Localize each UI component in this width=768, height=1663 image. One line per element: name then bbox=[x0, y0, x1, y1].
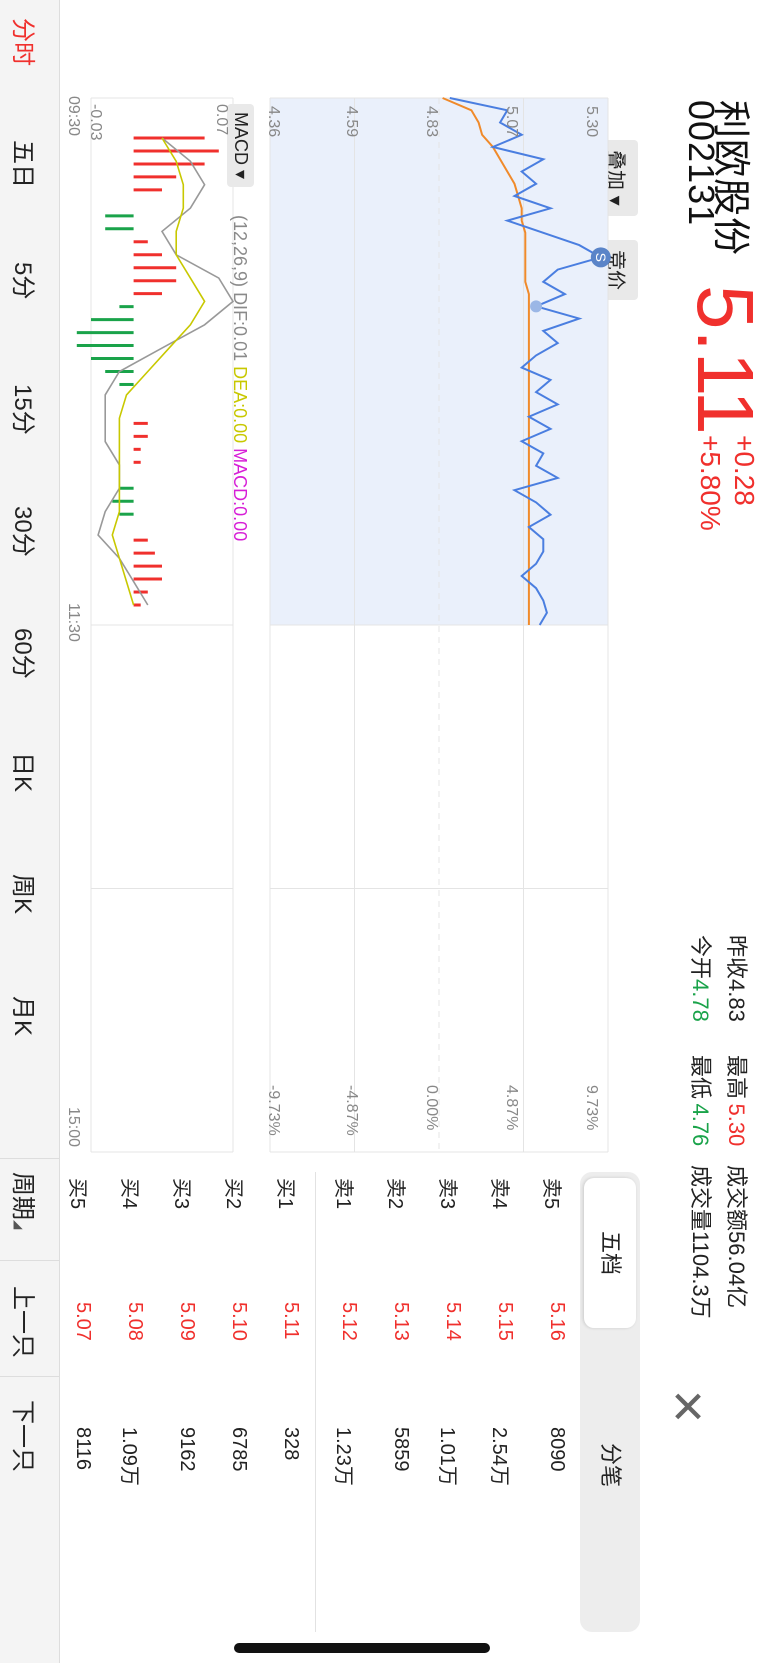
orderbook: 卖5 5.16 8090 卖4 5.15 2.54万 卖3 5.14 1.01万 卖2 5.13 58… bbox=[58, 1172, 568, 1652]
chart-tab[interactable]: 5分 bbox=[9, 262, 36, 300]
chart-tab[interactable]: 月K bbox=[9, 996, 36, 1037]
dea-line bbox=[111, 137, 206, 606]
tab-ticks[interactable]: 分笔 bbox=[598, 1442, 623, 1487]
pct-tick: 4.87% bbox=[503, 1085, 520, 1131]
orderbook-row: 卖5 5.16 8090 bbox=[540, 1178, 568, 1472]
chevron-down-icon: ▾ bbox=[231, 170, 251, 180]
time-tick: 15:00 bbox=[65, 1107, 82, 1148]
pct-tick: -9.73% bbox=[265, 1085, 282, 1136]
chart-grid bbox=[90, 97, 609, 1153]
orderbook-row: 卖4 5.15 2.54万 bbox=[488, 1178, 516, 1486]
pct-tick: 9.73% bbox=[583, 1085, 600, 1131]
orderbook-row: 买2 5.10 6785 bbox=[222, 1178, 250, 1472]
home-indicator bbox=[234, 1643, 490, 1653]
auction-dot bbox=[530, 300, 543, 313]
macd-legend: (12,26,9) DIF:0.01 DEA:0.00 MACD:0.00 bbox=[230, 215, 250, 542]
chart-tab[interactable]: 60分 bbox=[9, 628, 36, 679]
next-stock-button[interactable]: 下一只 bbox=[9, 1400, 36, 1472]
pct-tick: -4.87% bbox=[343, 1085, 360, 1136]
chart-tab[interactable]: 15分 bbox=[9, 384, 36, 435]
orderbook-row: 买3 5.09 9162 bbox=[170, 1178, 198, 1472]
chart-tab[interactable]: 五日 bbox=[9, 140, 36, 188]
price-chart: S bbox=[442, 97, 611, 626]
time-tick: 09:30 bbox=[65, 96, 82, 137]
macd-chart bbox=[76, 136, 235, 607]
price-tick: 4.36 bbox=[265, 106, 282, 138]
macd-indicator-select[interactable]: MACD ▾ bbox=[227, 104, 254, 188]
price-line bbox=[449, 97, 604, 626]
orderbook-row: 买1 5.11 328 bbox=[274, 1178, 302, 1461]
macd-tick: -0.03 bbox=[87, 104, 104, 141]
orderbook-row: 卖2 5.13 5859 bbox=[384, 1178, 412, 1472]
orderbook-row: 买5 5.07 8116 bbox=[66, 1178, 94, 1471]
time-tick: 11:30 bbox=[65, 603, 82, 642]
tab-five-levels[interactable]: 五档 bbox=[584, 1178, 636, 1328]
sell-marker-label: S bbox=[593, 253, 609, 262]
orderbook-row: 买4 5.08 1.09万 bbox=[118, 1178, 146, 1486]
price-tick: 4.83 bbox=[423, 106, 440, 138]
price-tick: 5.30 bbox=[583, 106, 600, 138]
chart-tab[interactable]: 周K bbox=[9, 874, 36, 915]
pct-tick: 0.00% bbox=[423, 1085, 440, 1131]
orderbook-row: 卖3 5.14 1.01万 bbox=[436, 1178, 464, 1486]
bottom-tab-bar: 分时五日 5分 15分 30分 60分日K 周K 月K 周期◢ 上一只 下一只 bbox=[0, 0, 60, 1663]
prev-stock-button[interactable]: 上一只 bbox=[9, 1286, 36, 1358]
tab-period[interactable]: 周期◢ bbox=[9, 1172, 36, 1230]
price-tick: 4.59 bbox=[343, 106, 360, 138]
chart-tab[interactable]: 日K bbox=[9, 752, 36, 793]
chart-tab[interactable]: 30分 bbox=[9, 506, 36, 557]
orderbook-row: 卖1 5.12 1.23万 bbox=[332, 1178, 360, 1486]
price-tick: 5.07 bbox=[503, 106, 520, 138]
chart-tab[interactable]: 分时 bbox=[9, 18, 36, 66]
macd-tick: 0.07 bbox=[213, 104, 230, 136]
sell-marker bbox=[590, 247, 611, 268]
triangle-icon: ◢ bbox=[12, 1220, 26, 1230]
